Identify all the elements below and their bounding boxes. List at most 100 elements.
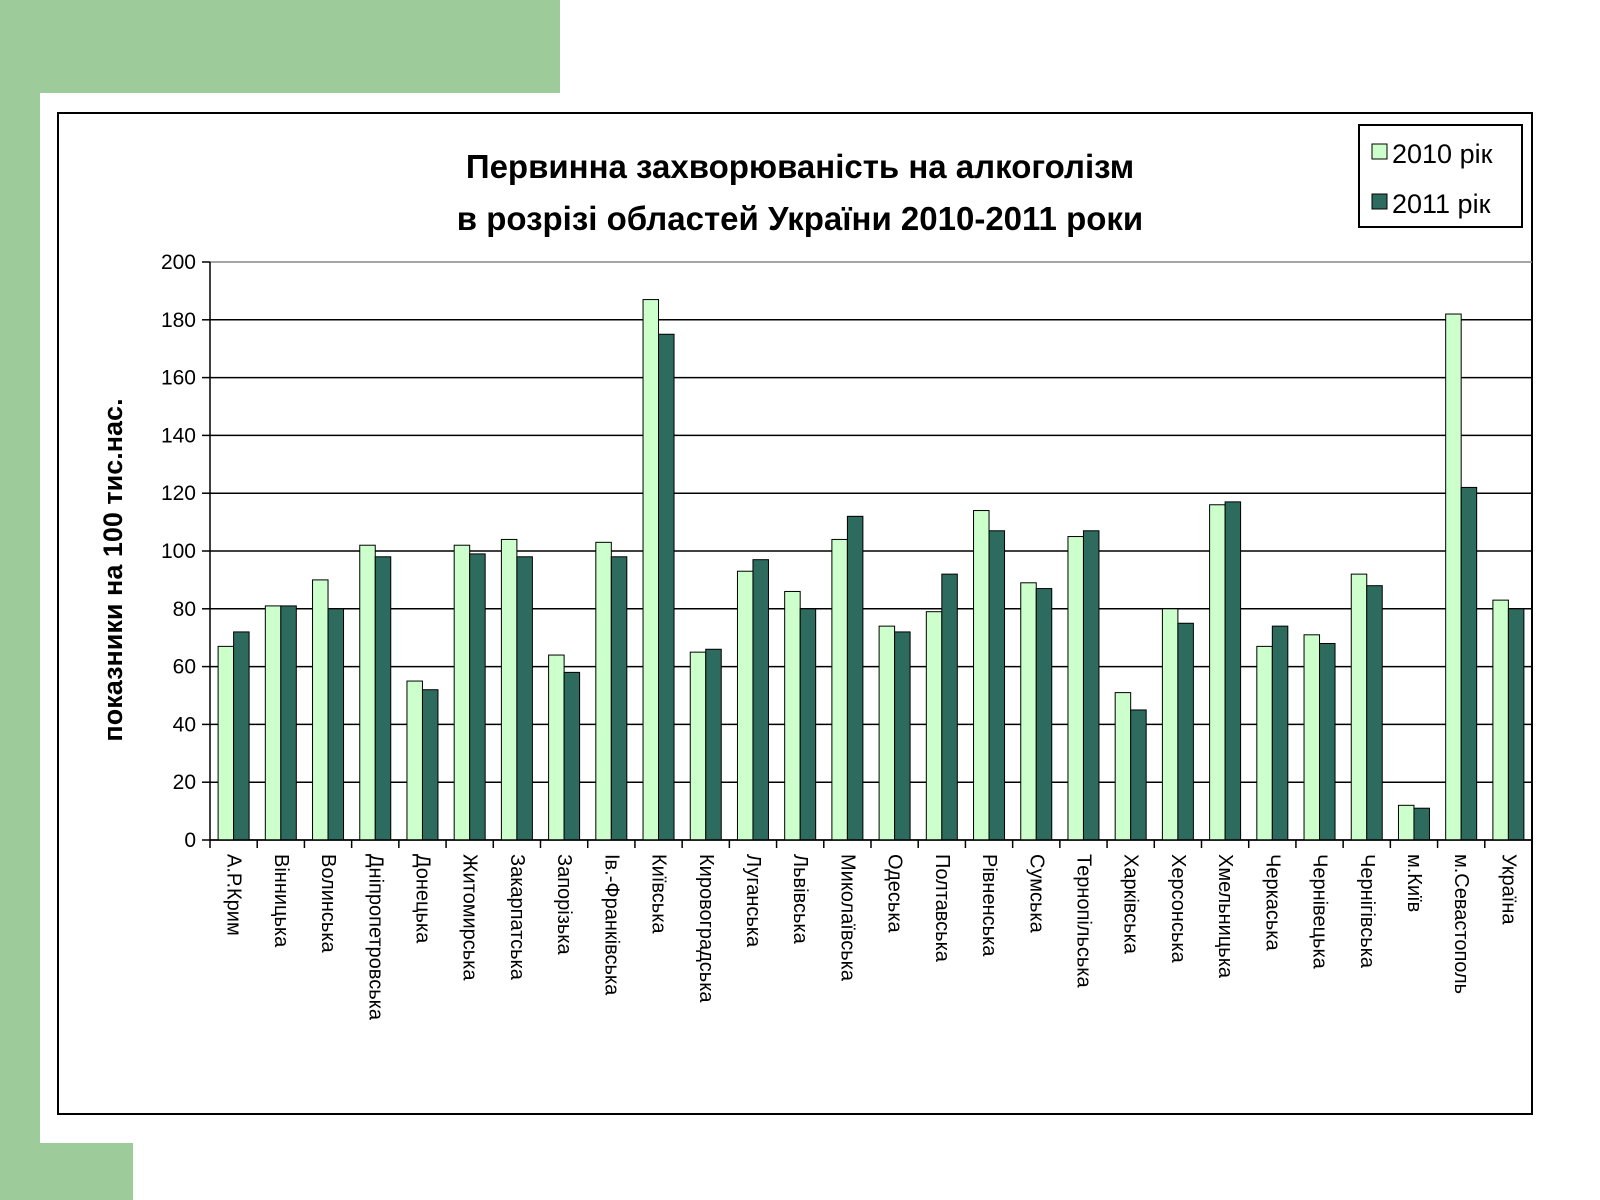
- y-tick-label: 60: [173, 656, 196, 679]
- bar-2011-25: [1414, 808, 1430, 840]
- bar-2011-6: [517, 557, 533, 840]
- legend: 2010 рік 2011 рік: [1359, 125, 1522, 227]
- bar-2010-12: [785, 591, 801, 840]
- bar-2010-21: [1210, 505, 1226, 840]
- bar-2010-18: [1068, 537, 1084, 840]
- category-label: Миколаївська: [836, 854, 858, 982]
- category-label: Черкаська: [1261, 854, 1283, 951]
- category-label: Чернівецька: [1309, 854, 1331, 970]
- bar-2011-5: [470, 554, 486, 840]
- category-label: Луганська: [742, 854, 764, 948]
- bar-2011-9: [659, 334, 675, 840]
- bar-2010-5: [454, 545, 470, 840]
- bar-2011-12: [800, 609, 816, 840]
- bar-2010-16: [974, 511, 990, 840]
- category-label: Чернігівська: [1356, 854, 1378, 969]
- bar-2011-19: [1131, 710, 1147, 840]
- y-tick-labels: 0 20 40 60 80 100 120 140 160 180 200: [161, 251, 210, 852]
- category-label: м.Севастополь: [1450, 854, 1472, 994]
- y-tick-label: 120: [161, 482, 196, 505]
- bar-2011-8: [611, 557, 627, 840]
- bar-2011-4: [422, 690, 438, 840]
- chart-title-line1: Первинна захворюваність на алкоголізм: [466, 148, 1134, 185]
- bar-2010-15: [926, 612, 942, 840]
- category-label: Ів.-Франківська: [600, 854, 622, 996]
- bar-2011-20: [1178, 623, 1194, 840]
- y-tick-label: 180: [161, 309, 196, 332]
- bar-2010-6: [501, 539, 516, 840]
- bar-2010-1: [265, 606, 281, 840]
- category-label: Дніпропетровська: [364, 854, 386, 1021]
- bar-2010-2: [313, 580, 329, 840]
- bar-2011-27: [1508, 609, 1524, 840]
- bars: [218, 300, 1524, 840]
- y-tick-label: 80: [173, 598, 196, 621]
- legend-label-2011: 2011 рік: [1392, 189, 1491, 219]
- bar-2010-14: [879, 626, 895, 840]
- y-tick-label: 0: [184, 829, 196, 852]
- bar-2011-11: [753, 560, 769, 840]
- bar-2011-16: [989, 531, 1005, 840]
- category-label: Сумська: [1025, 854, 1047, 934]
- bar-chart: Первинна захворюваність на алкоголізм в …: [0, 0, 1600, 1200]
- y-tick-label: 140: [161, 424, 196, 447]
- category-label: Волинська: [317, 854, 339, 954]
- bar-2010-9: [643, 300, 659, 840]
- bar-2011-23: [1320, 643, 1336, 840]
- category-label: Харківська: [1120, 854, 1142, 955]
- category-label: Запорізька: [553, 854, 575, 956]
- y-tick-label: 100: [161, 540, 196, 563]
- category-label: Одеська: [884, 854, 906, 934]
- category-label: А.Р.Крим: [223, 854, 245, 936]
- bar-2011-21: [1225, 502, 1241, 840]
- category-label: Львівська: [789, 854, 811, 945]
- bar-2010-20: [1162, 609, 1178, 840]
- bar-2010-13: [832, 539, 848, 840]
- category-label: Полтавська: [931, 854, 953, 963]
- bar-2010-26: [1446, 314, 1462, 840]
- category-label: Київська: [648, 854, 670, 934]
- bar-2011-15: [942, 574, 958, 840]
- bar-2010-27: [1493, 600, 1509, 840]
- category-labels: А.Р.Крим Вінницька Волинська Дніпропетровсь…: [223, 854, 1520, 1021]
- y-tick-label: 20: [173, 771, 196, 794]
- category-label: Закарпатська: [506, 854, 528, 981]
- category-label: Донецька: [411, 854, 433, 944]
- bar-2011-0: [234, 632, 250, 840]
- bar-2011-22: [1272, 626, 1288, 840]
- bar-2010-11: [737, 571, 753, 840]
- category-label: Вінницька: [270, 854, 292, 948]
- bar-2011-17: [1036, 589, 1052, 840]
- bar-2010-24: [1351, 574, 1367, 840]
- bar-2011-26: [1461, 487, 1477, 840]
- chart-title-line2: в розрізі областей України 2010-2011 рок…: [457, 200, 1143, 237]
- bar-2011-1: [281, 606, 297, 840]
- bar-2011-3: [375, 557, 391, 840]
- category-label: Житомирська: [459, 854, 481, 981]
- legend-swatch-2011: [1372, 194, 1387, 209]
- category-label: Україна: [1497, 854, 1519, 925]
- bar-2010-22: [1257, 646, 1273, 840]
- bar-2011-13: [847, 516, 863, 840]
- category-label: Хмельницька: [1214, 854, 1236, 979]
- y-tick-label: 40: [173, 713, 196, 736]
- category-label: Херсонська: [1167, 854, 1189, 964]
- bar-2010-25: [1398, 805, 1414, 840]
- bar-2011-14: [895, 632, 911, 840]
- bar-2010-10: [690, 652, 706, 840]
- bar-2010-19: [1115, 693, 1131, 840]
- bar-2010-8: [596, 542, 612, 840]
- legend-swatch-2010: [1372, 144, 1387, 159]
- bar-2010-4: [407, 681, 423, 840]
- y-tick-label: 200: [161, 251, 196, 274]
- bar-2011-7: [564, 672, 580, 840]
- bar-2011-10: [706, 649, 722, 840]
- category-label: Рівненська: [978, 854, 1000, 957]
- category-label: Кировоградська: [695, 854, 717, 1003]
- legend-label-2010: 2010 рік: [1392, 139, 1493, 169]
- category-label: Тернопільська: [1072, 854, 1094, 988]
- bar-2010-0: [218, 646, 234, 840]
- bar-2011-24: [1367, 586, 1383, 840]
- y-axis-label: показники на 100 тис.нас.: [98, 398, 128, 741]
- category-label: м.Київ: [1403, 854, 1425, 912]
